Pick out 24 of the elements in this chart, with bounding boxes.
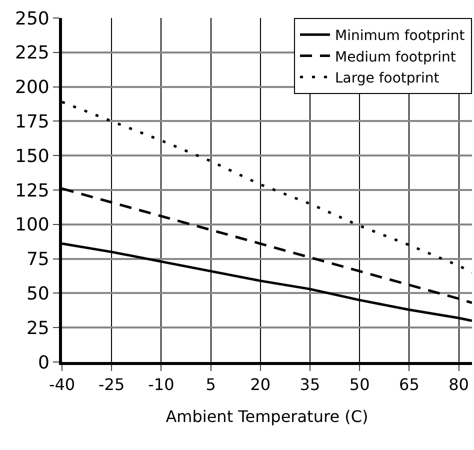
x-tick-label: 80 <box>448 375 469 394</box>
x-tick-label: -25 <box>98 375 125 394</box>
y-tick-label: 125 <box>15 180 50 202</box>
y-tick-label: 0 <box>38 352 50 374</box>
y-tick-label: 50 <box>26 284 50 304</box>
legend-label: Medium footprint <box>335 49 456 66</box>
y-tick-label: 250 <box>15 8 50 30</box>
y-tick-label: 175 <box>15 112 50 132</box>
x-tick-label: 65 <box>399 375 420 394</box>
y-tick-label: 150 <box>15 146 50 167</box>
x-tick-label: 20 <box>250 375 271 394</box>
y-tick-label: 75 <box>26 249 50 270</box>
x-tick-label: -10 <box>148 375 174 394</box>
y-tick-label: 100 <box>15 214 50 236</box>
x-tick-label: 5 <box>206 375 216 394</box>
y-tick-label: 200 <box>15 77 50 98</box>
y-tick-label: 225 <box>15 42 50 64</box>
x-tick-label: 35 <box>300 375 320 394</box>
x-tick-label: 50 <box>349 375 370 394</box>
legend-label: Minimum footprint <box>335 28 466 44</box>
x-axis-title: Ambient Temperature (C) <box>166 406 368 426</box>
y-tick-label: 25 <box>26 318 50 339</box>
legend-label: Large footprint <box>335 70 440 86</box>
x-tick-label: -40 <box>48 375 76 394</box>
